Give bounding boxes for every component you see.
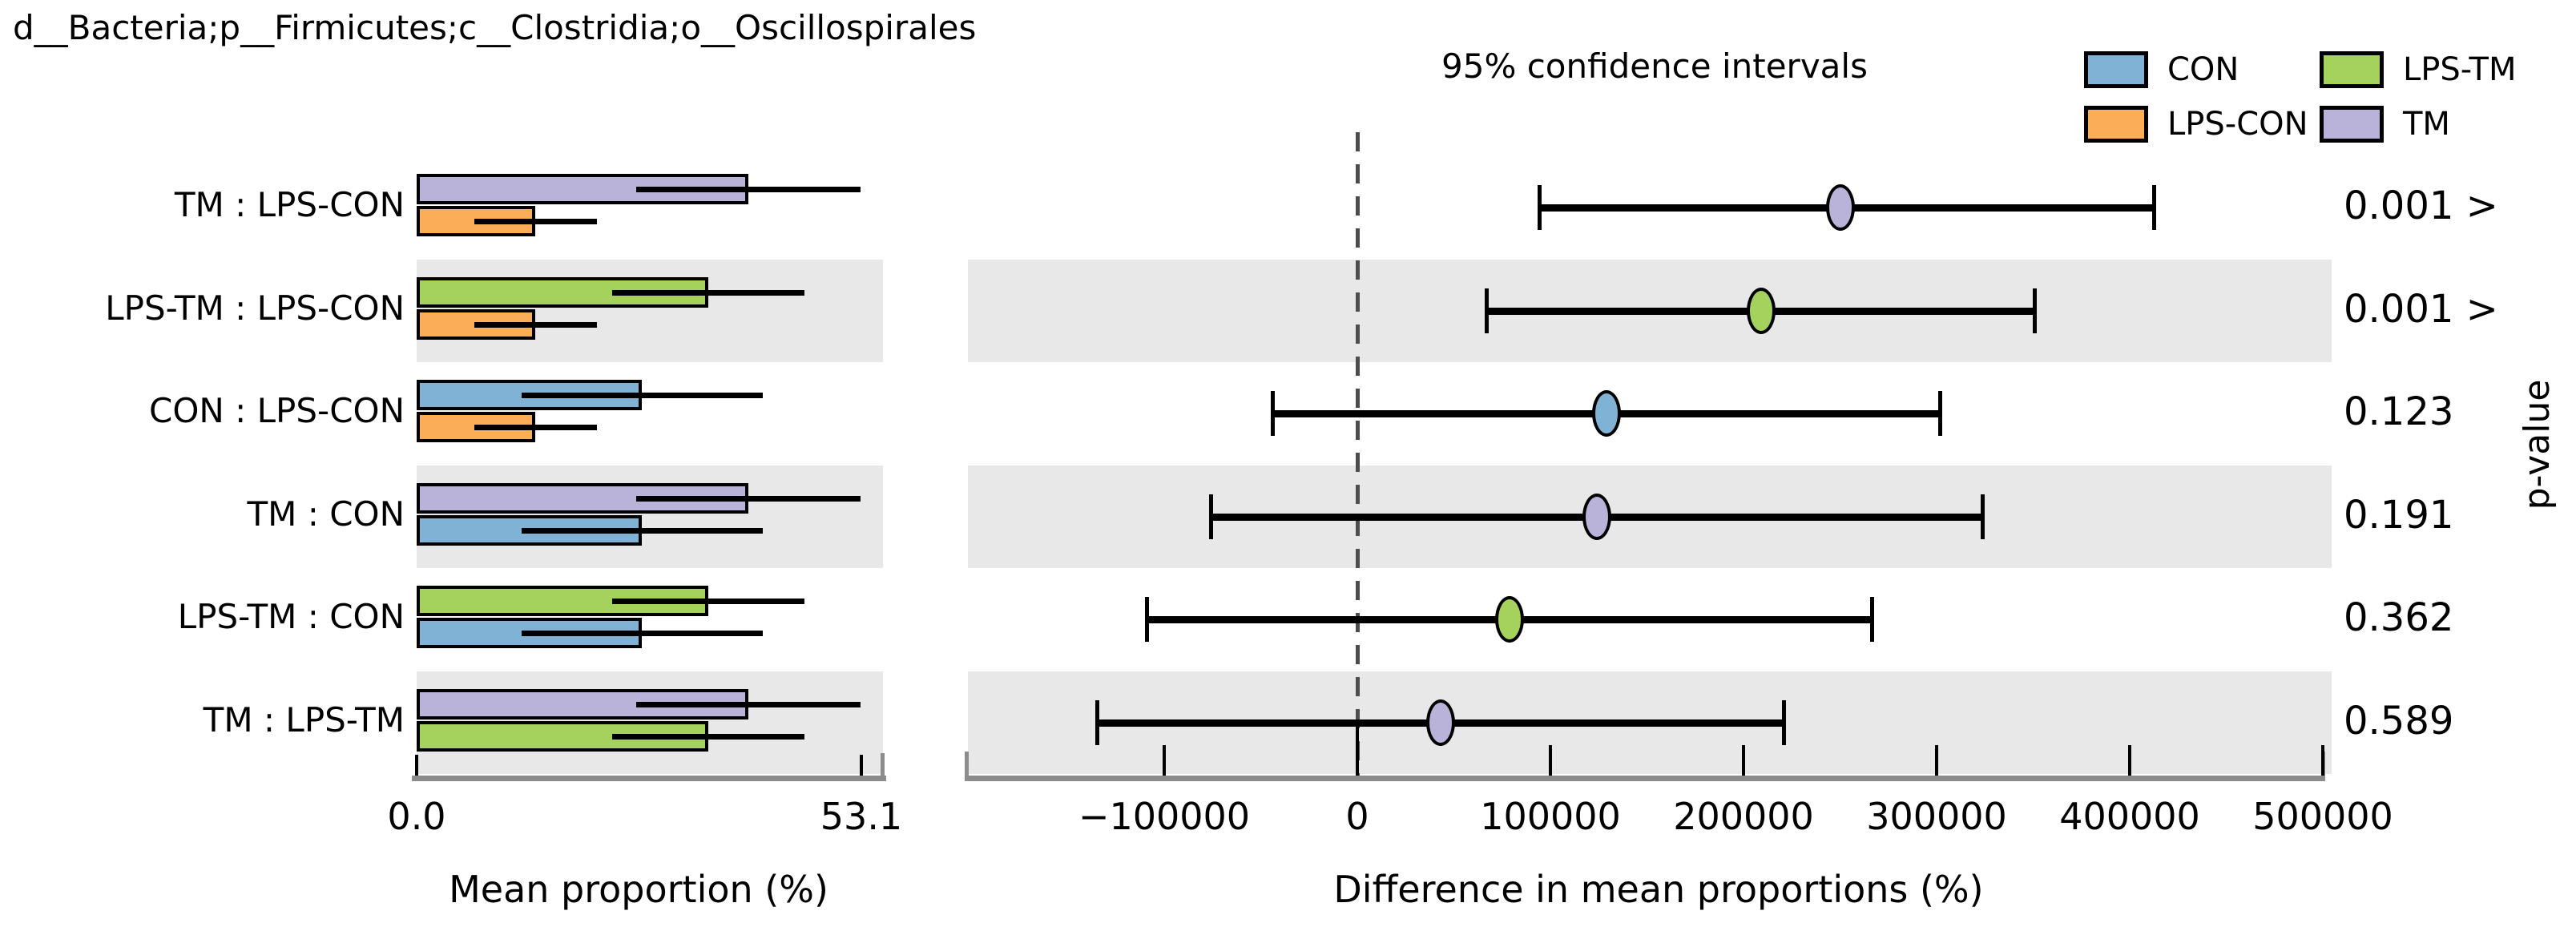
mean-ci-whisker xyxy=(474,425,597,430)
mean-bar-tm xyxy=(417,174,748,204)
mean-ci-whisker xyxy=(635,495,861,502)
right-axis-tick xyxy=(1549,745,1552,776)
diff-ci-cap-low xyxy=(1270,391,1275,437)
legend-swatch-con xyxy=(2084,51,2148,88)
legend-swatch-lps-con xyxy=(2084,106,2148,143)
right-axis-tick xyxy=(1356,726,1359,776)
diff-ci-cap-high xyxy=(2032,288,2037,333)
row-label: TM : LPS-CON xyxy=(174,185,405,225)
diff-ci-cap-low xyxy=(1208,494,1213,539)
diff-ci-cap-low xyxy=(1145,597,1150,643)
p-value: 0.001 > xyxy=(2344,286,2498,332)
diff-ci-cap-high xyxy=(1781,699,1786,745)
diff-mean-dot xyxy=(1591,390,1621,437)
p-value: 0.589 xyxy=(2344,698,2454,744)
mean-ci-whisker xyxy=(521,393,763,398)
row-label: TM : LPS-TM xyxy=(203,699,405,740)
right-axis-endcap-left xyxy=(965,752,969,776)
right-axis-tick xyxy=(1935,745,1938,776)
right-axis-line xyxy=(965,776,2325,781)
diff-ci-cap-low xyxy=(1094,699,1099,745)
diff-mean-dot xyxy=(1582,493,1611,540)
left-axis-tick-label: 0.0 xyxy=(387,795,446,838)
ci-panel-title: 95% confidence intervals xyxy=(1441,46,1868,86)
right-axis-title: Difference in mean proportions (%) xyxy=(1333,868,1984,911)
row-label: CON : LPS-CON xyxy=(149,391,405,431)
legend-swatch-lps-tm xyxy=(2320,51,2384,88)
left-axis-tick-label: 53.1 xyxy=(820,795,903,838)
diff-ci-cap-high xyxy=(1980,494,1985,539)
right-axis-tick-label: 0 xyxy=(1345,795,1369,838)
legend-item-lps-con: LPS-CON xyxy=(2084,106,2308,143)
legend-label-lps-con: LPS-CON xyxy=(2167,106,2308,143)
legend-item-con: CON xyxy=(2084,51,2239,88)
diff-mean-dot xyxy=(1425,699,1455,746)
diff-ci-cap-high xyxy=(1870,597,1875,643)
mean-ci-whisker xyxy=(521,631,763,636)
right-axis-tick xyxy=(2321,745,2324,776)
p-value: 0.191 xyxy=(2344,492,2454,538)
mean-ci-whisker xyxy=(474,321,597,328)
legend-item-tm: TM xyxy=(2320,106,2450,143)
diff-ci-cap-high xyxy=(1937,391,1942,437)
right-axis-tick-label: 100000 xyxy=(1480,795,1621,838)
diff-mean-dot xyxy=(1746,287,1776,334)
diff-ci-cap-low xyxy=(1485,288,1490,333)
legend-label-tm: TM xyxy=(2403,106,2450,143)
mean-bar-lps-tm xyxy=(417,720,708,752)
right-axis-tick-label: −100000 xyxy=(1078,795,1251,838)
right-axis-tick xyxy=(2128,745,2131,776)
row-label: LPS-TM : LPS-CON xyxy=(105,288,405,328)
left-axis-tick xyxy=(860,755,863,776)
right-axis-tick-label: 300000 xyxy=(1866,795,2007,838)
mean-ci-whisker xyxy=(635,187,861,192)
p-value: 0.001 > xyxy=(2344,183,2498,229)
p-value-axis-label: p-value xyxy=(2517,379,2558,510)
chart-title: d__Bacteria;p__Firmicutes;c__Clostridia;… xyxy=(13,8,977,47)
legend-label-lps-tm: LPS-TM xyxy=(2403,51,2517,88)
mean-ci-whisker xyxy=(611,599,804,604)
right-axis-tick-label: 400000 xyxy=(2059,795,2200,838)
right-axis-tick xyxy=(1163,745,1166,776)
mean-ci-whisker xyxy=(521,527,763,534)
p-value: 0.362 xyxy=(2344,595,2454,641)
diff-ci-cap-high xyxy=(2152,185,2157,231)
right-axis-tick-label: 500000 xyxy=(2252,795,2393,838)
left-axis-tick xyxy=(415,755,418,776)
mean-ci-whisker xyxy=(474,219,597,224)
mean-ci-whisker xyxy=(635,701,861,707)
left-axis-endcap xyxy=(881,753,885,776)
diff-mean-dot xyxy=(1495,596,1525,643)
legend-item-lps-tm: LPS-TM xyxy=(2320,51,2517,88)
legend-label-con: CON xyxy=(2167,51,2239,88)
diff-mean-dot xyxy=(1825,184,1855,232)
p-value: 0.123 xyxy=(2344,389,2454,435)
left-axis-line xyxy=(412,776,886,781)
legend-swatch-tm xyxy=(2320,106,2384,143)
right-axis-tick xyxy=(1742,745,1745,776)
left-axis-title: Mean proportion (%) xyxy=(449,868,828,911)
mean-ci-whisker xyxy=(611,733,804,740)
zero-reference-line xyxy=(1356,132,1360,776)
right-axis-tick-label: 200000 xyxy=(1673,795,1814,838)
mean-ci-whisker xyxy=(611,289,804,296)
diff-ci-cap-low xyxy=(1537,185,1542,231)
row-label: TM : CON xyxy=(247,494,405,534)
row-label: LPS-TM : CON xyxy=(177,597,405,637)
